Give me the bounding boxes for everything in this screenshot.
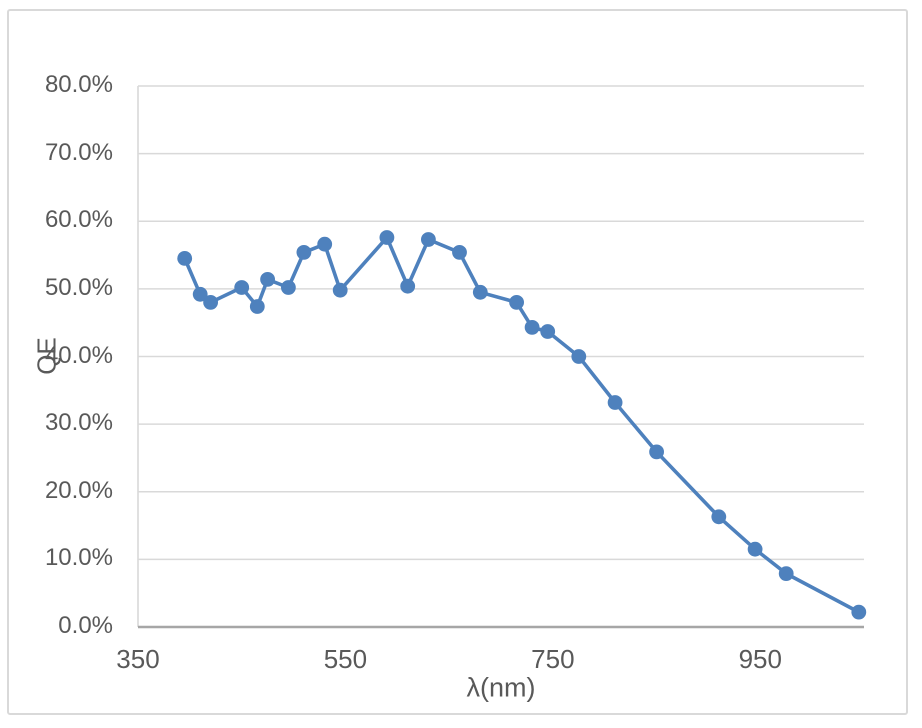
data-point-marker bbox=[524, 320, 540, 335]
y-tick-label: 60.0% bbox=[44, 206, 113, 234]
x-tick-label: 350 bbox=[116, 644, 160, 674]
y-tick-label: 80.0% bbox=[44, 70, 113, 98]
y-tick-label: 40.0% bbox=[44, 341, 113, 369]
data-point-marker bbox=[234, 280, 250, 295]
y-axis-title: QE bbox=[31, 337, 62, 375]
data-point-marker bbox=[452, 245, 467, 260]
x-axis-title: λ(nm) bbox=[466, 672, 536, 703]
data-point-marker bbox=[192, 286, 208, 302]
data-point-marker bbox=[851, 604, 867, 620]
y-tick-label: 70.0% bbox=[44, 138, 113, 166]
y-tick-label: 30.0% bbox=[44, 409, 113, 437]
y-tick-label: 10.0% bbox=[44, 544, 113, 572]
y-tick-label: 0.0% bbox=[58, 611, 113, 639]
x-tick-label: 750 bbox=[531, 644, 575, 674]
data-point-marker bbox=[607, 395, 623, 410]
x-tick-label: 950 bbox=[738, 644, 782, 674]
data-point-marker bbox=[203, 295, 219, 310]
data-point-marker bbox=[260, 272, 275, 287]
chart-area-border bbox=[7, 9, 908, 715]
data-point-marker bbox=[571, 349, 587, 364]
data-point-marker bbox=[296, 245, 312, 260]
y-tick-label: 20.0% bbox=[44, 476, 113, 504]
data-point-marker bbox=[317, 236, 333, 252]
data-point-marker bbox=[540, 324, 556, 339]
data-point-marker bbox=[400, 278, 416, 294]
data-point-marker bbox=[177, 251, 193, 266]
data-point-marker bbox=[472, 284, 488, 300]
data-point-marker bbox=[249, 299, 265, 314]
data-point-marker bbox=[379, 230, 395, 245]
data-point-marker bbox=[747, 541, 763, 557]
data-point-marker bbox=[649, 444, 664, 460]
data-point-marker bbox=[778, 566, 794, 581]
data-point-marker bbox=[711, 509, 727, 525]
data-point-marker bbox=[281, 280, 296, 295]
y-tick-label: 50.0% bbox=[44, 273, 113, 301]
data-point-marker bbox=[421, 232, 436, 247]
x-tick-label: 550 bbox=[323, 644, 368, 674]
data-point-marker bbox=[332, 282, 348, 298]
data-point-marker bbox=[509, 295, 524, 310]
